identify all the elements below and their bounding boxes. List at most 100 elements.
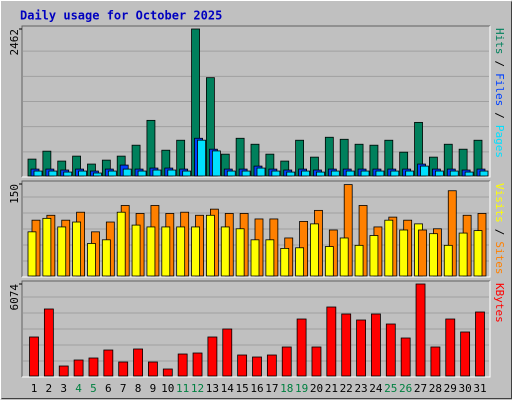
bar [473,230,483,277]
bar [271,170,281,177]
bar [464,171,474,177]
bar [371,313,381,377]
bar [146,226,156,277]
legend: KBytes [493,283,506,323]
bar [356,319,366,377]
bar [415,283,426,377]
y-tick-label: 6074 [8,284,21,311]
bar [192,352,203,377]
bar [152,169,162,177]
x-tick-label: 1 [31,382,38,395]
bar [63,171,73,177]
panel-border [22,281,491,378]
bar [420,165,429,177]
bar [316,171,325,177]
bar [87,243,96,277]
bar [428,233,438,277]
panel-border [21,180,490,277]
x-tick-label: 31 [473,382,486,395]
bar [434,170,444,177]
bar [400,337,411,377]
x-tick-label: 24 [369,382,383,395]
bar [101,239,111,277]
bar [107,170,117,177]
x-tick-label: 7 [120,382,127,395]
bar [301,170,311,177]
x-tick-label: 2 [46,382,53,395]
bar [375,170,385,177]
bar [418,229,427,277]
legend-entry: Files [493,73,506,106]
x-tick-label: 30 [459,382,472,395]
x-tick-label: 25 [384,382,397,395]
legend: Hits / Files / Pages [493,28,506,158]
bar [479,170,489,177]
bar [57,226,67,277]
bar [311,346,322,377]
legend-separator: / [493,112,506,119]
bar [73,359,84,377]
bar [345,170,355,177]
x-tick-label: 8 [135,382,142,395]
bar [207,336,218,377]
x-tick-label: 18 [280,382,293,395]
bar [93,172,102,177]
bar [72,221,81,277]
bar [265,239,275,277]
bar [122,168,132,177]
bar [29,336,39,377]
y-tick-label: 150 [8,184,21,204]
x-tick-label: 17 [265,382,278,395]
x-tick-label: 28 [429,382,442,395]
bar [42,217,52,277]
bar [266,354,277,377]
bar [197,139,206,177]
bar [33,170,43,177]
bar [405,170,415,177]
bar [191,226,200,277]
x-tick-label: 6 [105,382,112,395]
bar [280,247,290,277]
bar [281,346,292,377]
legend-entry: Visits [493,183,506,223]
bar [235,228,245,277]
bar [252,356,262,377]
bar [241,170,251,177]
panel-border [21,25,490,177]
x-tick-label: 5 [90,382,97,395]
bar [385,323,396,377]
legend-separator: / [493,61,506,68]
bar [133,348,143,377]
bar [310,223,319,277]
bar [360,170,370,177]
bar [449,170,459,177]
bar [390,170,400,177]
bar [131,224,141,277]
x-tick-label: 21 [325,382,338,395]
x-tick-label: 23 [354,382,367,395]
bar [326,306,337,377]
bar [458,232,468,277]
bar [88,357,99,377]
x-tick-label: 9 [150,382,157,395]
x-tick-label: 20 [310,382,323,395]
bar [182,170,192,177]
panel-border [22,26,491,178]
bar [167,169,177,177]
x-tick-label: 26 [399,382,412,395]
bar [27,231,37,277]
bar [58,365,69,377]
bar [460,331,471,377]
chart-title: Daily usage for October 2025 [20,9,222,23]
bar [116,211,126,277]
x-tick-label: 3 [60,382,67,395]
x-tick-label: 29 [444,382,457,395]
bar [250,239,260,277]
bar [205,214,215,277]
bar [369,235,379,277]
bar [256,167,266,177]
bar [430,346,441,377]
bar [286,171,296,177]
bar [445,318,456,377]
